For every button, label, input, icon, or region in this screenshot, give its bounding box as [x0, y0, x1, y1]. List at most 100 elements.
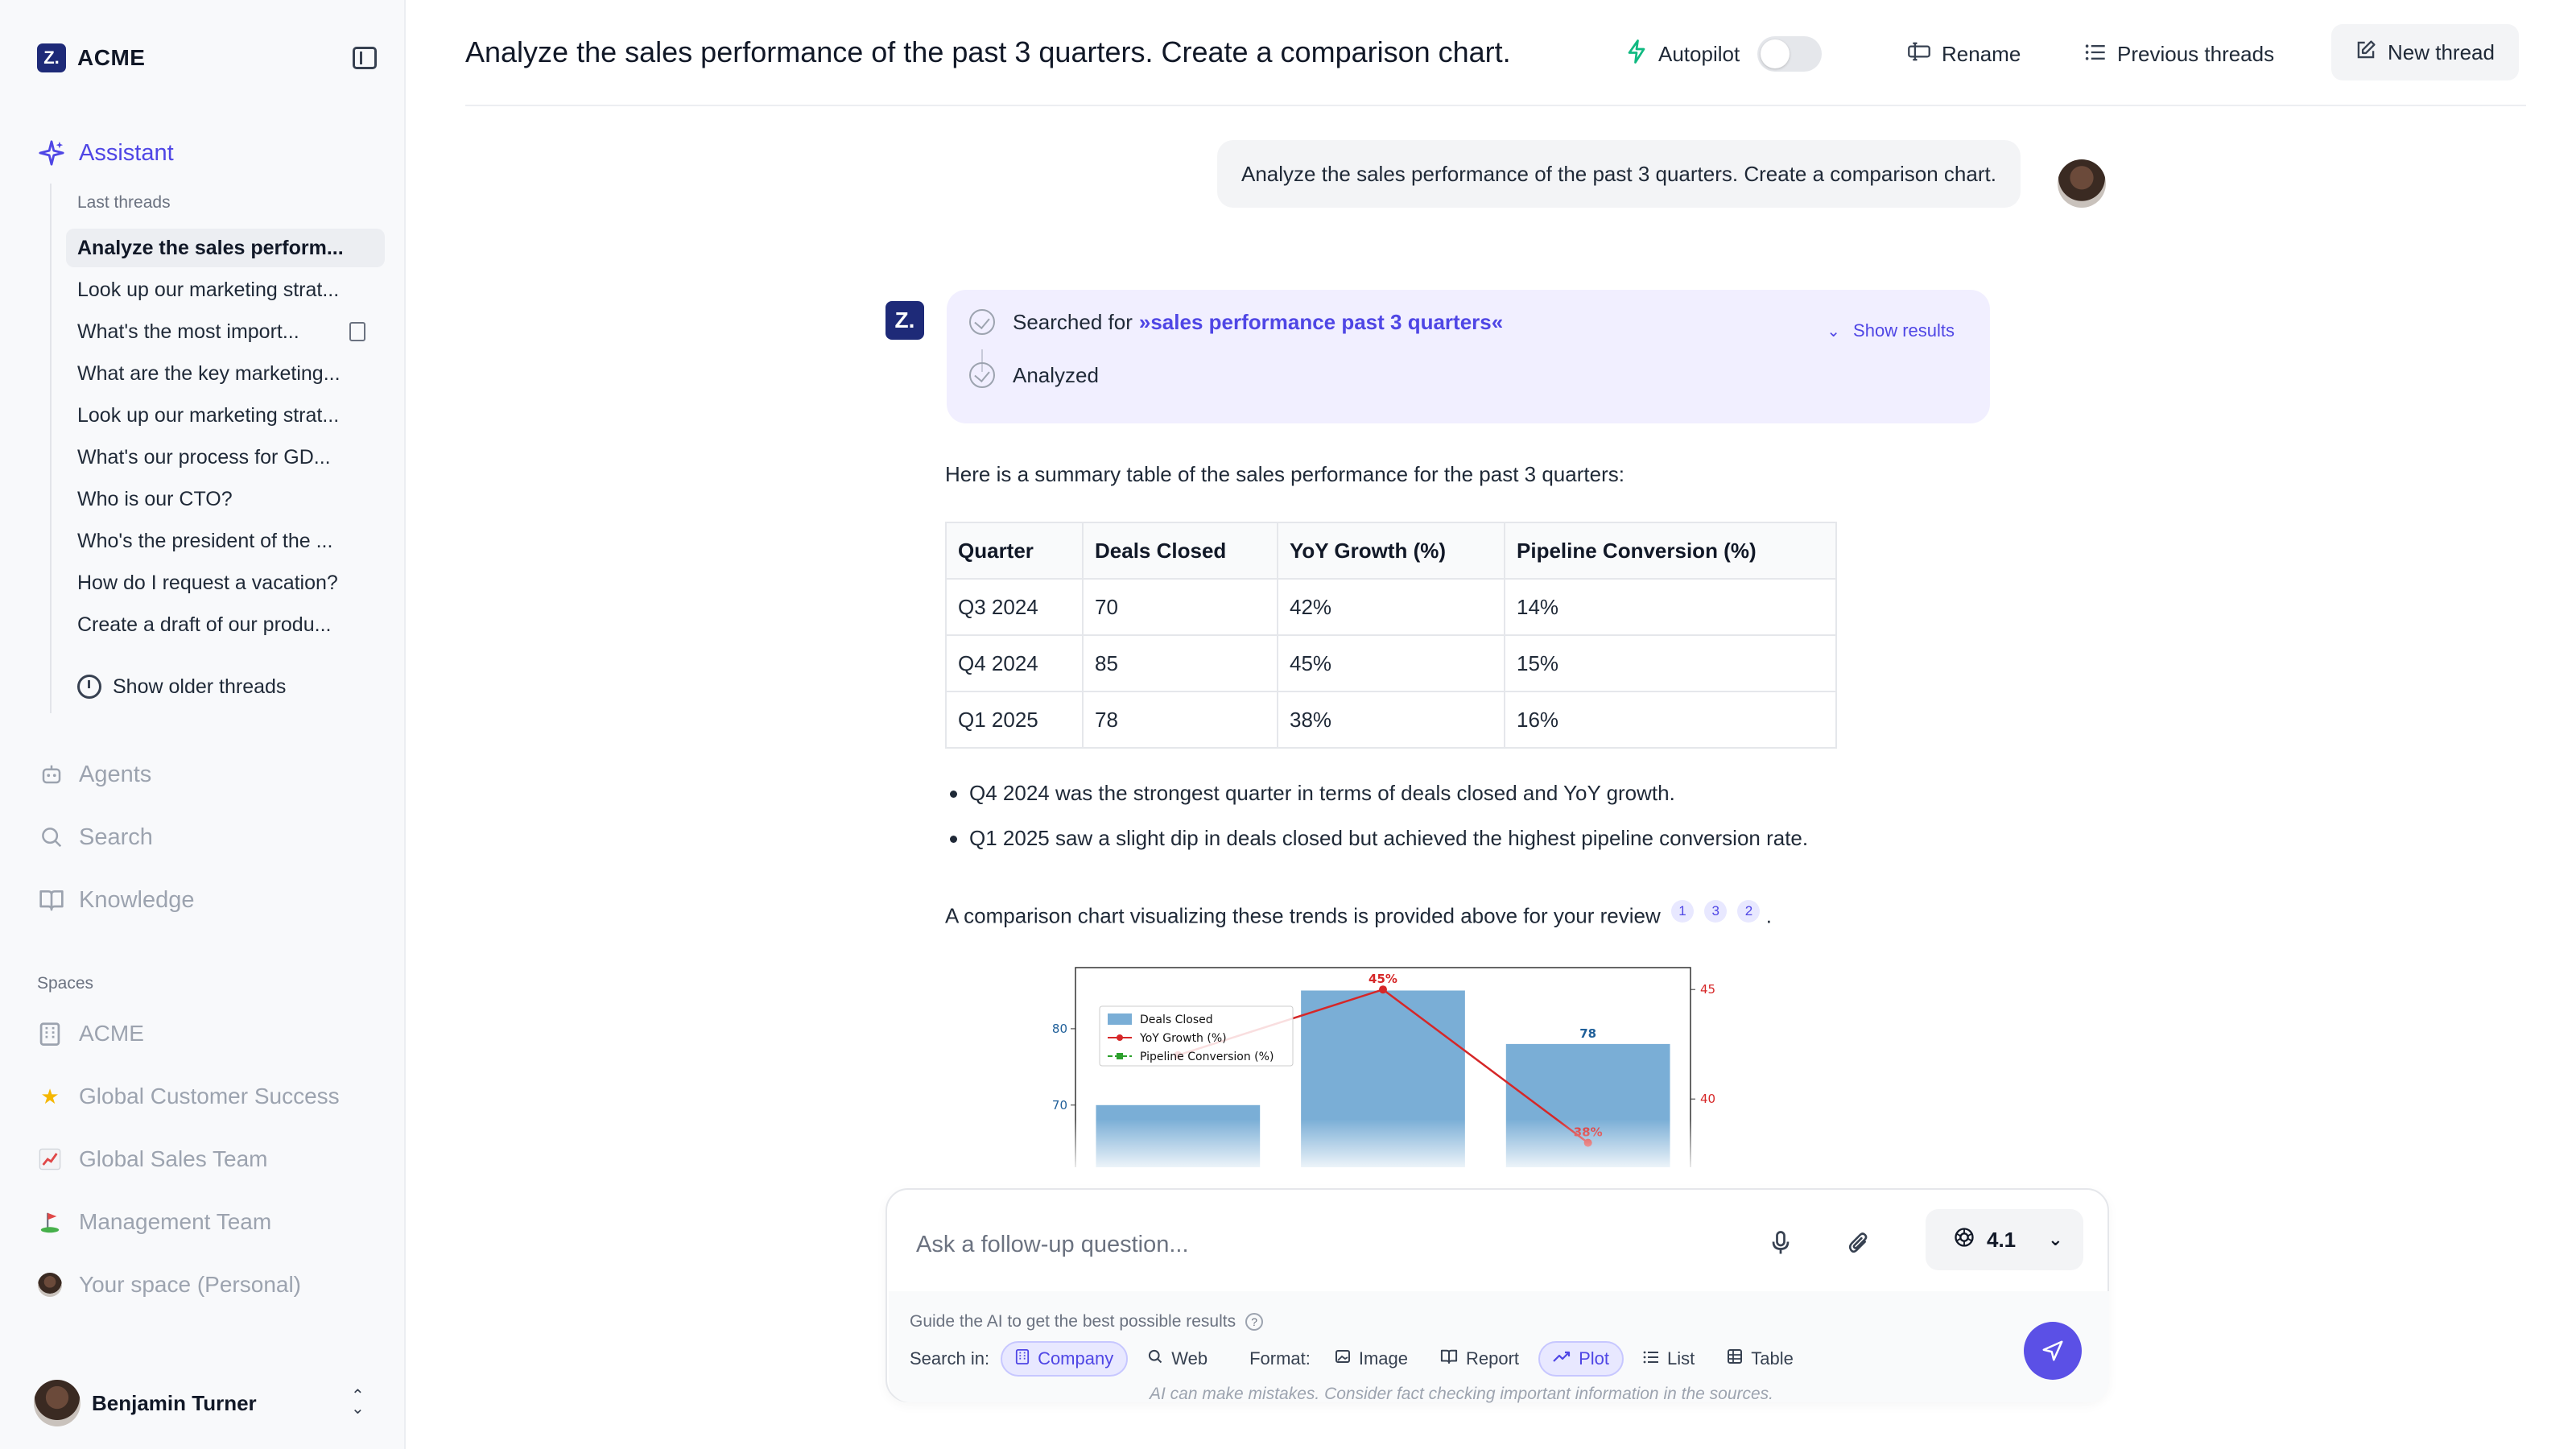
- legend-entry: Pipeline Conversion (%): [1140, 1051, 1274, 1063]
- space-label: Global Sales Team: [79, 1146, 268, 1171]
- space-label: Your space (Personal): [79, 1272, 302, 1297]
- format-option-label: List: [1666, 1348, 1695, 1368]
- thread-item[interactable]: What's the most import...: [66, 312, 385, 351]
- table-cell: 16%: [1504, 691, 1837, 749]
- thread-item-label: What's the most import...: [77, 320, 299, 343]
- thread-item[interactable]: What's our process for GD...: [77, 445, 331, 469]
- space-item-global-customer-success[interactable]: ★ Global Customer Success: [37, 1084, 339, 1109]
- nav-search[interactable]: Search: [37, 823, 153, 852]
- response-intro: Here is a summary table of the sales per…: [945, 462, 1624, 486]
- search-option-label: Web: [1171, 1348, 1208, 1368]
- guide-hint: Guide the AI to get the best possible re…: [910, 1312, 1264, 1331]
- format-option-label: Image: [1358, 1348, 1409, 1368]
- previous-threads-button[interactable]: Previous threads: [2085, 31, 2274, 77]
- format-option-label: Report: [1466, 1348, 1520, 1368]
- thread-item[interactable]: Who is our CTO?: [77, 487, 233, 510]
- format-label: Format:: [1249, 1348, 1311, 1368]
- show-older-threads-label: Show older threads: [113, 675, 287, 698]
- nav-search-label: Search: [79, 824, 153, 850]
- table-header: Pipeline Conversion (%): [1504, 522, 1837, 580]
- golf-flag-icon: [37, 1209, 63, 1235]
- space-label: Management Team: [79, 1209, 272, 1234]
- autopilot-toggle[interactable]: Autopilot: [1626, 31, 1823, 77]
- thread-rail: [50, 184, 52, 713]
- autopilot-switch[interactable]: [1757, 36, 1823, 72]
- show-older-threads-button[interactable]: Show older threads: [77, 675, 286, 699]
- brand-name: ACME: [77, 45, 146, 70]
- space-item-global-sales-team[interactable]: Global Sales Team: [37, 1146, 268, 1172]
- send-button[interactable]: [2024, 1322, 2082, 1380]
- search-option-web[interactable]: Web: [1134, 1341, 1220, 1377]
- citation-badge[interactable]: 2: [1737, 900, 1761, 923]
- step-analyzed: Analyzed: [969, 362, 1099, 388]
- document-icon: [349, 322, 365, 341]
- microphone-icon[interactable]: [1765, 1227, 1797, 1259]
- paperclip-icon[interactable]: [1842, 1227, 1874, 1259]
- response-closing: A comparison chart visualizing these tre…: [945, 900, 1772, 929]
- chart-fade-overlay: [926, 1119, 1811, 1175]
- chevron-up-down-icon[interactable]: ⌃ ⌄: [351, 1387, 365, 1418]
- search-icon: [37, 823, 66, 852]
- openai-icon: [1953, 1226, 1975, 1254]
- nav-agents[interactable]: Agents: [37, 760, 151, 789]
- nav-assistant[interactable]: Assistant: [37, 138, 174, 167]
- thread-item[interactable]: What are the key marketing...: [77, 361, 341, 385]
- thread-item[interactable]: Who's the president of the ...: [77, 529, 333, 552]
- format-option-image[interactable]: Image: [1322, 1341, 1421, 1377]
- format-option-plot[interactable]: Plot: [1538, 1341, 1624, 1377]
- search-option-company[interactable]: Company: [1001, 1341, 1129, 1377]
- new-thread-button[interactable]: New thread: [2331, 24, 2519, 80]
- check-icon: [969, 362, 995, 388]
- chart-icon: [37, 1146, 63, 1172]
- table-row: Q4 2024 85 45% 15%: [945, 634, 1837, 692]
- table-header: Quarter: [945, 522, 1084, 580]
- citation-badge[interactable]: 1: [1671, 900, 1695, 923]
- assistant-logo: Z.: [886, 301, 924, 340]
- search-in-label: Search in:: [910, 1348, 990, 1368]
- citation-badge[interactable]: 3: [1704, 900, 1728, 923]
- thread-item[interactable]: Create a draft of our produ...: [77, 613, 332, 636]
- avatar-icon: [37, 1272, 63, 1298]
- step-analyzed-label: Analyzed: [1013, 362, 1099, 387]
- summary-table: Quarter Deals Closed YoY Growth (%) Pipe…: [945, 522, 1837, 749]
- user-message: Analyze the sales performance of the pas…: [1217, 140, 2021, 208]
- chevron-down-icon: ⌄: [1827, 322, 1841, 341]
- table-cell: 45%: [1277, 634, 1505, 692]
- rename-button[interactable]: Rename: [1908, 31, 2021, 77]
- sidebar-toggle-icon[interactable]: [353, 47, 377, 69]
- workspace-switcher[interactable]: Z. ACME: [37, 43, 145, 72]
- legend-marker: [1117, 1053, 1123, 1059]
- thread-item[interactable]: Look up our marketing strat...: [77, 403, 340, 427]
- format-option-table[interactable]: Table: [1714, 1341, 1806, 1377]
- space-item-personal[interactable]: Your space (Personal): [37, 1272, 301, 1298]
- follow-up-input[interactable]: [916, 1222, 1721, 1267]
- format-option-list[interactable]: List: [1630, 1341, 1707, 1377]
- legend-entry: YoY Growth (%): [1139, 1032, 1227, 1045]
- ai-disclaimer: AI can make mistakes. Consider fact chec…: [1150, 1385, 1774, 1403]
- avatar: [34, 1380, 80, 1426]
- user-menu[interactable]: Benjamin Turner: [34, 1380, 257, 1426]
- table-row: Q3 2024 70 42% 14%: [945, 578, 1837, 636]
- table-cell: 15%: [1504, 634, 1837, 692]
- thread-item[interactable]: Analyze the sales perform...: [66, 229, 385, 267]
- space-item-acme[interactable]: ACME: [37, 1021, 144, 1046]
- help-icon[interactable]: ?: [1245, 1313, 1264, 1331]
- format-option-report[interactable]: Report: [1427, 1341, 1532, 1377]
- user-name: Benjamin Turner: [92, 1390, 257, 1415]
- table-cell: 70: [1082, 578, 1278, 636]
- table-cell: 14%: [1504, 578, 1837, 636]
- sidebar: Z. ACME Assistant Last threads Analyze t…: [0, 0, 406, 1449]
- y-left-tick-label: 80: [1052, 1022, 1067, 1036]
- thread-item[interactable]: How do I request a vacation?: [77, 571, 338, 594]
- table-header: YoY Growth (%): [1277, 522, 1505, 580]
- space-item-management-team[interactable]: Management Team: [37, 1209, 271, 1235]
- edit-icon: [2355, 39, 2376, 66]
- nav-knowledge[interactable]: Knowledge: [37, 886, 195, 914]
- search-query-link[interactable]: »sales performance past 3 quarters«: [1138, 309, 1504, 334]
- thread-item[interactable]: Look up our marketing strat...: [77, 278, 340, 301]
- model-selector[interactable]: 4.1 ⌄: [1926, 1209, 2083, 1270]
- rename-icon: [1908, 42, 1930, 67]
- legend-swatch: [1108, 1013, 1132, 1025]
- show-results-label: Show results: [1853, 320, 1955, 341]
- show-results-button[interactable]: ⌄ Show results: [1827, 320, 1955, 341]
